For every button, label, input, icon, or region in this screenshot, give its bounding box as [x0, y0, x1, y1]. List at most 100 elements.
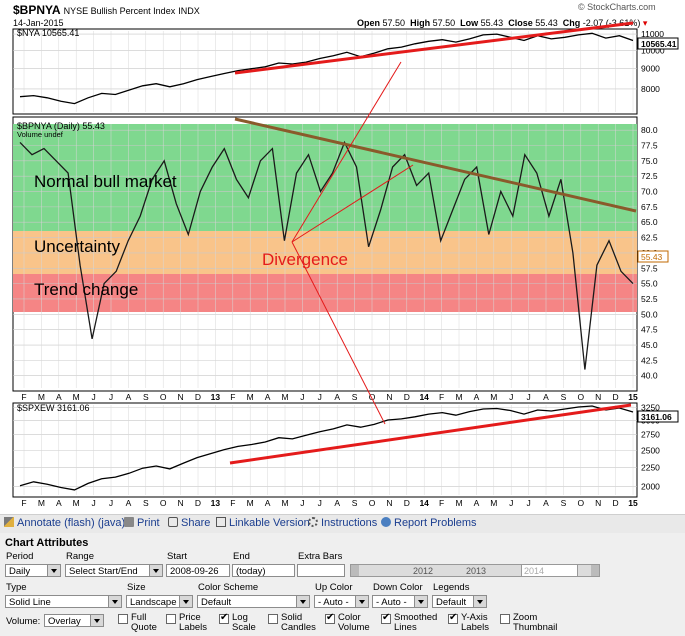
y-tick-label: 62.5	[641, 233, 658, 243]
linkable-link[interactable]: Linkable Version	[216, 517, 310, 529]
y-tick-label: 77.5	[641, 140, 658, 150]
y-tick-label: 75.0	[641, 156, 658, 166]
legends-select[interactable]: Default	[432, 595, 487, 608]
bpnya-trendline	[234, 117, 637, 213]
report-label: Report Problems	[394, 517, 477, 529]
option-checkbox[interactable]	[118, 614, 128, 624]
chevron-down-icon	[473, 596, 486, 607]
x-tick-label: M	[73, 392, 80, 402]
x-tick-label: S	[561, 498, 567, 508]
print-link[interactable]: Print	[124, 517, 160, 529]
x-tick-label: A	[56, 392, 62, 402]
x-tick-label: J	[91, 498, 95, 508]
start-input[interactable]: 2008-09-26	[166, 564, 230, 577]
y-tick-label: 11000	[641, 29, 664, 39]
x-tick-label: A	[56, 498, 62, 508]
x-tick-label: D	[404, 392, 410, 402]
size-select[interactable]: Landscape	[126, 595, 193, 608]
x-tick-label: O	[160, 498, 167, 508]
x-tick-label: 14	[419, 392, 429, 402]
x-tick-label: N	[178, 498, 184, 508]
print-label: Print	[137, 517, 160, 529]
share-link[interactable]: Share	[168, 517, 210, 529]
x-tick-label: J	[509, 498, 513, 508]
option-checkbox[interactable]	[381, 612, 391, 624]
chevron-down-icon	[355, 596, 368, 607]
slider-left-arrow-icon[interactable]	[351, 565, 359, 576]
chg-down-icon: ▾	[642, 18, 648, 28]
y-tick-label: 80.0	[641, 125, 658, 135]
option-checkbox[interactable]	[500, 614, 510, 624]
x-tick-label: A	[334, 392, 340, 402]
x-tick-label: M	[247, 498, 254, 508]
type-select[interactable]: Solid Line	[5, 595, 122, 608]
period-select[interactable]: Daily	[5, 564, 61, 577]
scheme-select[interactable]: Default	[197, 595, 310, 608]
chevron-down-icon	[47, 565, 60, 576]
top-panel-frame	[12, 28, 638, 115]
range-label: Range	[66, 551, 94, 562]
close-label: Close	[508, 18, 533, 28]
option-label: Smoothed	[394, 612, 438, 623]
chevron-down-icon	[108, 596, 121, 607]
y-tick-label: 57.5	[641, 263, 658, 273]
bottom-last-tag	[637, 410, 679, 423]
option-checkbox[interactable]	[325, 612, 335, 624]
option-label: Solid	[281, 612, 303, 623]
chg-value: -2.07 (-3.61%)	[582, 18, 641, 28]
upcolor-label: Up Color	[315, 582, 353, 593]
main-last-value: 55.43	[641, 252, 663, 262]
chevron-down-icon	[414, 596, 427, 607]
y-tick-label: 47.5	[641, 325, 658, 335]
date-label: 14-Jan-2015	[13, 18, 64, 28]
top-last-tag	[637, 37, 679, 50]
symbol: $BPNYA	[13, 3, 61, 17]
x-tick-label: F	[21, 392, 26, 402]
upcolor-value: - Auto -	[318, 597, 349, 608]
y-tick-label: 72.5	[641, 171, 658, 181]
instructions-link[interactable]: Instructions	[308, 517, 377, 529]
option-checkbox[interactable]	[166, 614, 176, 624]
range-select[interactable]: Select Start/End	[65, 564, 163, 577]
option-label: Zoom	[513, 612, 538, 623]
x-tick-label: M	[490, 392, 497, 402]
x-tick-label: J	[109, 392, 113, 402]
bottom-last-value: 3161.06	[641, 412, 672, 422]
downcolor-label: Down Color	[373, 582, 423, 593]
x-tick-label: S	[143, 498, 149, 508]
size-value: Landscape	[130, 597, 177, 608]
option-label: Scale	[232, 622, 256, 633]
main-panel-sublabel: Volume undef	[17, 130, 64, 139]
x-tick-label: J	[526, 498, 530, 508]
x-tick-label: J	[109, 498, 113, 508]
linkable-label: Linkable Version	[229, 517, 310, 529]
high-value: 57.50	[432, 18, 456, 28]
option-checkbox[interactable]	[268, 614, 278, 624]
x-tick-label: M	[247, 392, 254, 402]
x-tick-label: S	[352, 498, 358, 508]
date-range-slider[interactable]: 2012 2013 2014	[350, 564, 600, 577]
option-label: Thumbnail	[513, 622, 558, 633]
end-label: End	[233, 551, 250, 562]
option-checkbox[interactable]	[448, 612, 458, 624]
report-link[interactable]: Report Problems	[381, 517, 477, 529]
extrabars-label: Extra Bars	[298, 551, 343, 562]
slider-right-arrow-icon[interactable]	[591, 565, 599, 576]
link-icon	[216, 517, 226, 527]
chg-label: Chg	[562, 18, 581, 28]
x-tick-label: M	[38, 392, 45, 402]
y-tick-label: 65.0	[641, 217, 658, 227]
annotate-link[interactable]: Annotate (flash) (java)	[4, 517, 125, 529]
option-checkbox[interactable]	[219, 612, 229, 624]
downcolor-select[interactable]: - Auto -	[372, 595, 428, 608]
upcolor-select[interactable]: - Auto -	[314, 595, 369, 608]
top-panel-label: $NYA 10565.41	[17, 28, 79, 38]
y-tick-label: 8000	[641, 84, 660, 94]
extrabars-input[interactable]	[297, 564, 345, 577]
end-input[interactable]: (today)	[232, 564, 295, 577]
slider-handle[interactable]: 2014	[521, 565, 578, 576]
x-tick-label: A	[265, 498, 271, 508]
period-label: Period	[6, 551, 34, 562]
volume-select[interactable]: Overlay	[44, 614, 104, 627]
gear-icon	[308, 517, 318, 527]
